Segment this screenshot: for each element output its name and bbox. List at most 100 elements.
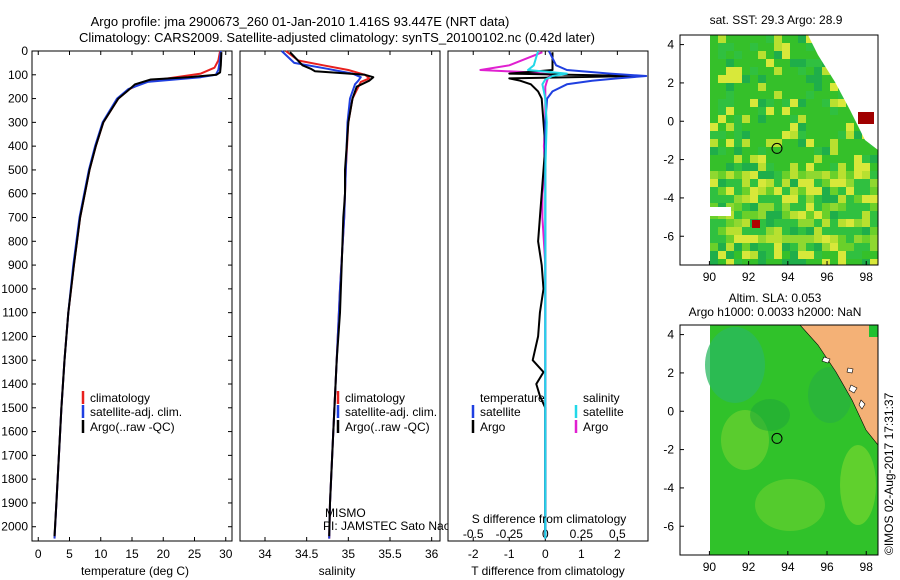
sst-cell [726, 163, 734, 171]
sst-cell [814, 75, 822, 83]
sst-cell [814, 227, 822, 235]
sst-cell [862, 235, 870, 243]
sst-cell [862, 211, 870, 219]
sst-cell [726, 59, 734, 67]
sst-cell [838, 171, 846, 179]
sst-cell [710, 131, 718, 139]
sst-cell [742, 115, 750, 123]
sst-cell [718, 235, 726, 243]
coastal-islands [821, 356, 866, 410]
sst-cell [766, 99, 774, 107]
map-y-tick-label: -2 [663, 153, 674, 167]
sst-cell [774, 67, 782, 75]
sst-cell [846, 235, 854, 243]
map-y-tick-label: -6 [663, 229, 674, 243]
sst-cell [750, 171, 758, 179]
x-tick-label: 25 [188, 547, 202, 561]
map-y-tick-label: -4 [663, 191, 674, 205]
sst-cell [766, 235, 774, 243]
sst-cell [750, 155, 758, 163]
map-y-tick-label: 4 [667, 328, 674, 342]
sst-cell [854, 219, 862, 227]
sst-cell [758, 187, 766, 195]
sst-cell [726, 43, 734, 51]
argo-location-marker [771, 142, 783, 154]
sst-cell [862, 179, 870, 187]
sst-cell [870, 203, 878, 211]
sst-cell [734, 195, 742, 203]
legend-label-argo: Argo(..raw -QC) [90, 420, 175, 434]
x-tick-label: 10 [94, 547, 108, 561]
x-tick-label: 34 [258, 547, 272, 561]
sst-cell [758, 155, 766, 163]
sst-cell [830, 107, 838, 115]
sst-cell [798, 115, 806, 123]
sst-cell [710, 259, 718, 265]
temperature-ticks: 0 5 10 15 20 25 30 [35, 51, 233, 561]
sst-cell [766, 179, 774, 187]
sst-cell [726, 67, 734, 75]
sst-cell [854, 211, 862, 219]
legend-label-s-satellite: satellite [583, 405, 624, 419]
sst-cell [758, 195, 766, 203]
temperature-xlabel: temperature (deg C) [81, 564, 189, 578]
sla-blob [705, 327, 765, 403]
sst-cell [750, 187, 758, 195]
legend-label-satellite: satellite-adj. clim. [345, 405, 437, 419]
sst-cell [726, 139, 734, 147]
sst-cell [822, 195, 830, 203]
sst-cell [742, 139, 750, 147]
sst-cell [830, 235, 838, 243]
sst-field [680, 35, 878, 265]
depth-tick-label: 1600 [1, 425, 28, 439]
sst-cell [782, 187, 790, 195]
sst-cell [790, 251, 798, 259]
sst-cell [782, 51, 790, 59]
sst-cell [710, 243, 718, 251]
sst-cell [790, 59, 798, 67]
sst-cell [806, 43, 814, 51]
map-x-tick-label: 94 [781, 560, 795, 574]
sst-cell [830, 211, 838, 219]
sst-cell [822, 211, 830, 219]
sst-cell [814, 251, 822, 259]
sst-cell [854, 187, 862, 195]
sst-cell [838, 219, 846, 227]
sst-cell [742, 251, 750, 259]
sst-cell [774, 211, 782, 219]
sst-cell [758, 235, 766, 243]
sst-nodata-patch [707, 207, 731, 216]
sst-cell [766, 35, 774, 43]
sst-cell [734, 227, 742, 235]
sst-map-panel: sat. SST: 29.3 Argo: 28.9 90 92 94 96 98 4 2 0 -… [663, 13, 879, 284]
legend-temperature-title: temperature [480, 391, 545, 405]
depth-tick-label: 1000 [1, 282, 28, 296]
sst-cell [710, 171, 718, 179]
sst-cell [830, 171, 838, 179]
temperature-legend: climatology satellite-adj. clim. Argo(..… [81, 391, 182, 434]
sst-cell [798, 251, 806, 259]
sst-cell [870, 219, 878, 227]
sst-cell [726, 251, 734, 259]
sst-cell [814, 219, 822, 227]
sst-cell [822, 171, 830, 179]
sst-cell [718, 227, 726, 235]
sst-field-cells [710, 35, 878, 265]
x-tick-label: -1 [504, 547, 515, 561]
sst-cell [726, 235, 734, 243]
sst-cell [710, 123, 718, 131]
sst-cell [742, 163, 750, 171]
sst-cell [822, 147, 830, 155]
float-project-annotation: MISMO [325, 506, 366, 520]
map-x-tick-label: 98 [860, 270, 874, 284]
sst-cell [742, 187, 750, 195]
sst-cell [710, 139, 718, 147]
sst-cell [798, 259, 806, 265]
sst-cell [758, 179, 766, 187]
s-difference-xlabel: S difference from climatology [472, 512, 627, 526]
sst-cell [830, 219, 838, 227]
sst-cell [718, 99, 726, 107]
sst-cell [870, 259, 878, 265]
depth-tick-label: 1900 [1, 496, 28, 510]
sst-cell [718, 195, 726, 203]
